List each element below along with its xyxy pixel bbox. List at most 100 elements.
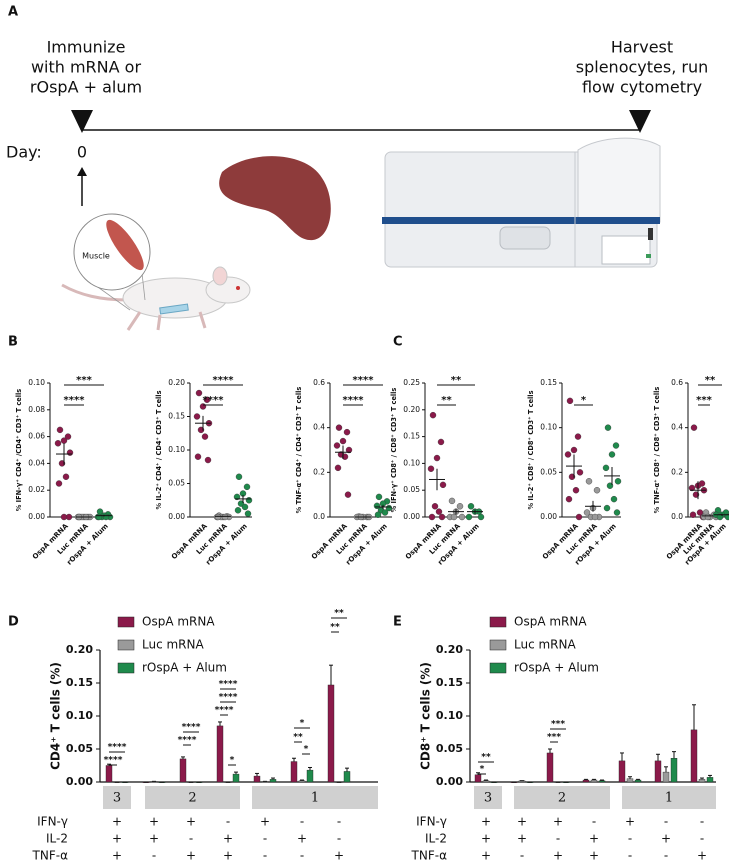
y-tick-label: 0.00 (66, 775, 93, 788)
data-point (333, 442, 341, 449)
data-point (201, 433, 209, 440)
cell: + (112, 832, 122, 846)
group-label: 1 (665, 791, 673, 806)
legend-swatch (117, 616, 135, 628)
y-tick-label: 0.4 (313, 423, 325, 432)
y-tick-label: 0.6 (313, 378, 325, 387)
significance-label: * (480, 765, 485, 775)
group-band (514, 786, 610, 809)
data-point (603, 504, 611, 512)
data-point (704, 513, 712, 521)
data-point (214, 513, 222, 521)
cell: - (337, 832, 341, 846)
bar (654, 760, 662, 783)
data-point (194, 453, 202, 460)
mouse-eye (236, 286, 240, 290)
cell: - (152, 849, 156, 863)
bar (474, 774, 482, 783)
significance-label: **** (203, 395, 225, 406)
bar (482, 780, 490, 783)
data-point (343, 428, 351, 436)
y-tick-label: 0.20 (168, 378, 185, 387)
timeline (71, 110, 651, 206)
y-axis-title: CD8⁺ T cells (%) (419, 662, 433, 770)
panel-label: D (8, 615, 19, 630)
significance-label: ** (705, 375, 716, 386)
timeline-marker (71, 110, 93, 133)
data-point (204, 456, 212, 464)
data-point (56, 426, 64, 434)
data-point (467, 503, 475, 510)
data-point (427, 465, 435, 472)
syringe (159, 303, 189, 315)
step-text: flow cytometry (582, 78, 702, 97)
data-point (60, 513, 68, 521)
cell: + (149, 832, 159, 846)
data-point (62, 473, 70, 480)
cell: + (661, 832, 671, 846)
data-point (243, 483, 251, 491)
bar (698, 779, 706, 783)
cell: + (517, 815, 527, 829)
significance-label: * (304, 745, 309, 755)
data-point (574, 433, 582, 440)
data-point (602, 464, 610, 472)
significance-label: **** (64, 395, 86, 406)
step-text: Harvest (611, 38, 673, 57)
row-label: IL-2 (46, 832, 68, 846)
y-tick-label: 0.25 (403, 378, 420, 387)
mouse-head (205, 276, 251, 304)
significance-label: ** (293, 733, 303, 743)
data-point (576, 469, 584, 476)
significance-label: ** (441, 395, 452, 406)
y-tick-label: 0.15 (403, 432, 420, 441)
cell: + (186, 815, 196, 829)
panel-label: A (8, 5, 18, 20)
significance-label: * (300, 719, 305, 729)
group-label: 3 (113, 791, 121, 806)
significance-label: **** (213, 375, 235, 386)
y-tick-label: 0.4 (671, 423, 683, 432)
data-point (688, 484, 696, 492)
y-axis-title: % TNF-α⁺ CD8⁺ / CD8⁺ CD3⁺ T cells (653, 387, 661, 514)
bar (590, 779, 598, 783)
bar (618, 760, 626, 783)
data-point (374, 511, 382, 518)
panel-label: E (393, 615, 402, 630)
significance-label: **** (219, 693, 238, 703)
bar (546, 752, 554, 783)
cell: + (186, 849, 196, 863)
significance-label: **** (343, 395, 365, 406)
data-point (564, 451, 572, 458)
data-point (334, 464, 342, 472)
y-tick-label: 0.6 (671, 378, 683, 387)
cell: + (223, 832, 233, 846)
y-axis-title: CD4⁺ T cells (%) (49, 662, 63, 770)
data-point (610, 495, 618, 503)
data-point (585, 478, 593, 485)
cell: - (520, 849, 524, 863)
data-point (102, 513, 110, 521)
data-point (433, 454, 441, 462)
y-axis-title: % IFN-γ⁺ CD4⁺ /CD4⁺ CD3⁺ T cells (15, 389, 23, 512)
data-point (64, 433, 72, 440)
bar (179, 758, 187, 783)
y-axis-title: % IFN-γ⁺ CD8⁺ / CD8⁺ CD3⁺ T cells (390, 388, 398, 513)
data-point (591, 513, 599, 521)
muscle-label: Muscle (82, 252, 110, 261)
bar (253, 775, 261, 783)
y-tick-label: 0.15 (168, 412, 185, 421)
y-tick-label: 0.05 (168, 479, 185, 488)
cytometer-lid (577, 137, 661, 223)
data-point (608, 451, 616, 458)
mouse-illustration: Muscle (61, 213, 251, 331)
significance-label: *** (76, 375, 92, 386)
bar (290, 761, 298, 783)
legend-swatch (489, 662, 507, 674)
bar (626, 778, 634, 783)
data-point (437, 438, 445, 446)
significance-label: *** (551, 720, 565, 730)
cell: - (700, 815, 704, 829)
significance-label: **** (104, 756, 123, 766)
